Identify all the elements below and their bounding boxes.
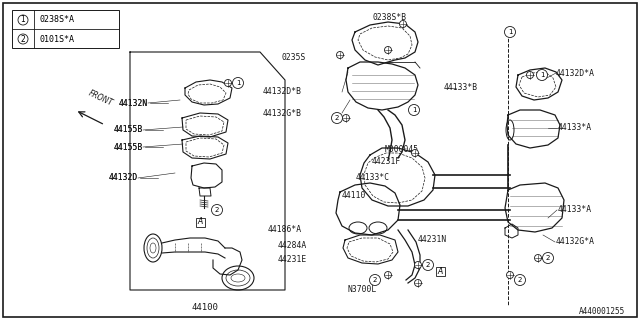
Bar — [435, 267, 445, 276]
Ellipse shape — [369, 222, 387, 234]
Circle shape — [211, 204, 223, 215]
Text: 44133*A: 44133*A — [558, 124, 592, 132]
Text: 44132G*B: 44132G*B — [263, 108, 302, 117]
Text: 0101S*A: 0101S*A — [40, 35, 75, 44]
Circle shape — [342, 115, 349, 122]
Text: FRONT: FRONT — [87, 89, 115, 108]
Text: 2: 2 — [215, 207, 219, 213]
Text: 44100: 44100 — [191, 303, 218, 313]
Text: 2: 2 — [20, 35, 26, 44]
Circle shape — [232, 77, 243, 89]
Text: N3700L: N3700L — [348, 285, 376, 294]
Circle shape — [332, 113, 342, 124]
Ellipse shape — [226, 270, 250, 286]
Text: 44132D: 44132D — [109, 173, 138, 182]
Circle shape — [536, 69, 547, 81]
Circle shape — [543, 252, 554, 263]
Text: 1: 1 — [20, 15, 26, 25]
Text: 44231F: 44231F — [372, 157, 401, 166]
Text: 1: 1 — [236, 80, 240, 86]
Text: 44186*A: 44186*A — [268, 226, 302, 235]
Text: 44110: 44110 — [342, 191, 366, 201]
Circle shape — [422, 260, 433, 270]
Ellipse shape — [231, 274, 245, 282]
Ellipse shape — [349, 222, 367, 234]
Bar — [12, 10, 119, 48]
Text: 1: 1 — [412, 107, 416, 113]
Text: 44155B: 44155B — [114, 125, 143, 134]
Circle shape — [515, 275, 525, 285]
Circle shape — [399, 20, 406, 28]
Circle shape — [18, 34, 28, 44]
Text: 44155B: 44155B — [114, 142, 143, 151]
Text: 44133*A: 44133*A — [558, 205, 592, 214]
Text: 2: 2 — [426, 262, 430, 268]
Circle shape — [337, 52, 344, 59]
Text: 2: 2 — [335, 115, 339, 121]
Circle shape — [18, 15, 28, 25]
Ellipse shape — [222, 266, 254, 290]
Circle shape — [504, 27, 515, 37]
Text: 44133*B: 44133*B — [444, 84, 478, 92]
Circle shape — [385, 46, 392, 53]
Text: 2: 2 — [373, 277, 377, 283]
Text: 44132N: 44132N — [119, 99, 148, 108]
Circle shape — [369, 275, 381, 285]
Text: A: A — [197, 218, 203, 227]
Circle shape — [412, 149, 419, 156]
Text: 44132N: 44132N — [119, 99, 148, 108]
Text: 44133*C: 44133*C — [356, 173, 390, 182]
Text: A: A — [437, 267, 443, 276]
Text: 2: 2 — [546, 255, 550, 261]
Text: 44231N: 44231N — [418, 236, 447, 244]
Text: 0238S*B: 0238S*B — [373, 13, 407, 22]
Text: 44155B: 44155B — [114, 142, 143, 151]
Circle shape — [415, 279, 422, 286]
Text: 1: 1 — [540, 72, 544, 78]
Text: 0235S: 0235S — [282, 52, 306, 61]
Circle shape — [225, 79, 232, 86]
Text: 1: 1 — [508, 29, 512, 35]
Text: A440001255: A440001255 — [579, 308, 625, 316]
Ellipse shape — [150, 243, 156, 253]
Text: 2: 2 — [518, 277, 522, 283]
Ellipse shape — [506, 120, 514, 140]
Circle shape — [408, 105, 419, 116]
Text: 0238S*A: 0238S*A — [40, 15, 75, 25]
Text: 44132D: 44132D — [109, 173, 138, 182]
Text: 44132G*A: 44132G*A — [556, 237, 595, 246]
Circle shape — [415, 261, 422, 268]
Ellipse shape — [147, 238, 159, 258]
Circle shape — [385, 271, 392, 278]
Text: 44284A: 44284A — [278, 242, 307, 251]
Text: 44132D*B: 44132D*B — [263, 87, 302, 97]
Ellipse shape — [144, 234, 162, 262]
Circle shape — [506, 271, 513, 278]
Text: M000045: M000045 — [385, 146, 419, 155]
Bar — [195, 218, 205, 227]
Text: 44155B: 44155B — [114, 125, 143, 134]
Circle shape — [534, 254, 541, 261]
Text: 44132D*A: 44132D*A — [556, 68, 595, 77]
Circle shape — [527, 71, 534, 78]
Text: 44231E: 44231E — [278, 255, 307, 265]
